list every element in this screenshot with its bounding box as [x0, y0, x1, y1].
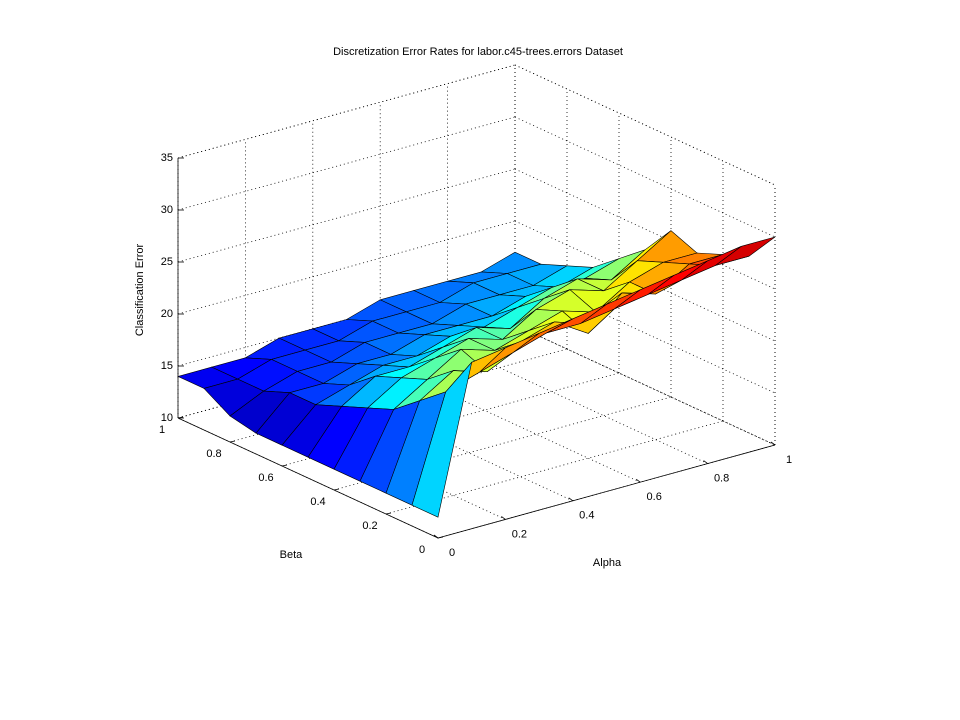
x-axis-label: Alpha	[593, 557, 622, 569]
z-tick-label: 20	[161, 308, 173, 320]
y-tick-label: 0.8	[206, 448, 221, 460]
x-tick-label: 1	[786, 454, 792, 466]
chart-title: Discretization Error Rates for labor.c45…	[333, 46, 623, 58]
grid-line	[514, 324, 776, 446]
z-axis-label: Classification Error	[134, 244, 146, 337]
x-tick-label: 0.2	[512, 528, 527, 540]
tick-mark	[177, 416, 184, 419]
grid-line	[514, 64, 776, 186]
z-tick-label: 10	[161, 412, 173, 424]
y-tick-label: 0.4	[310, 496, 325, 508]
box-edge	[514, 64, 776, 186]
x-tick-label: 0	[449, 547, 455, 559]
x-tick-label: 0.8	[714, 473, 729, 485]
y-axis	[177, 417, 439, 539]
surface-patch	[715, 236, 776, 266]
grid-line	[177, 64, 516, 159]
z-tick-label: 35	[161, 152, 173, 164]
y-axis-label: Beta	[280, 549, 304, 561]
tick-mark	[229, 440, 236, 443]
x-tick-label: 0.6	[647, 491, 662, 503]
grid-line	[514, 324, 776, 446]
grid-line	[514, 116, 776, 238]
y-tick-label: 0.6	[258, 472, 273, 484]
y-tick-label: 0.2	[362, 520, 377, 532]
z-tick-label: 30	[161, 204, 173, 216]
tick-mark	[770, 441, 776, 446]
tick-mark	[635, 478, 641, 483]
z-tick-label: 15	[161, 360, 173, 372]
x-tick-label: 0.4	[579, 510, 594, 522]
y-tick-label: 0	[419, 544, 425, 556]
tick-mark	[385, 512, 392, 515]
x-axis	[437, 444, 776, 539]
tick-mark	[568, 497, 574, 502]
tick-mark	[501, 516, 506, 520]
tick-mark	[281, 464, 288, 467]
box-edge	[514, 324, 776, 446]
surface-patch	[411, 361, 473, 518]
y-tick-label: 1	[159, 424, 165, 436]
tick-mark	[333, 488, 340, 491]
z-tick-label: 25	[161, 256, 173, 268]
grid-line	[177, 116, 516, 211]
grid-line	[177, 168, 516, 263]
tick-mark	[703, 460, 708, 464]
